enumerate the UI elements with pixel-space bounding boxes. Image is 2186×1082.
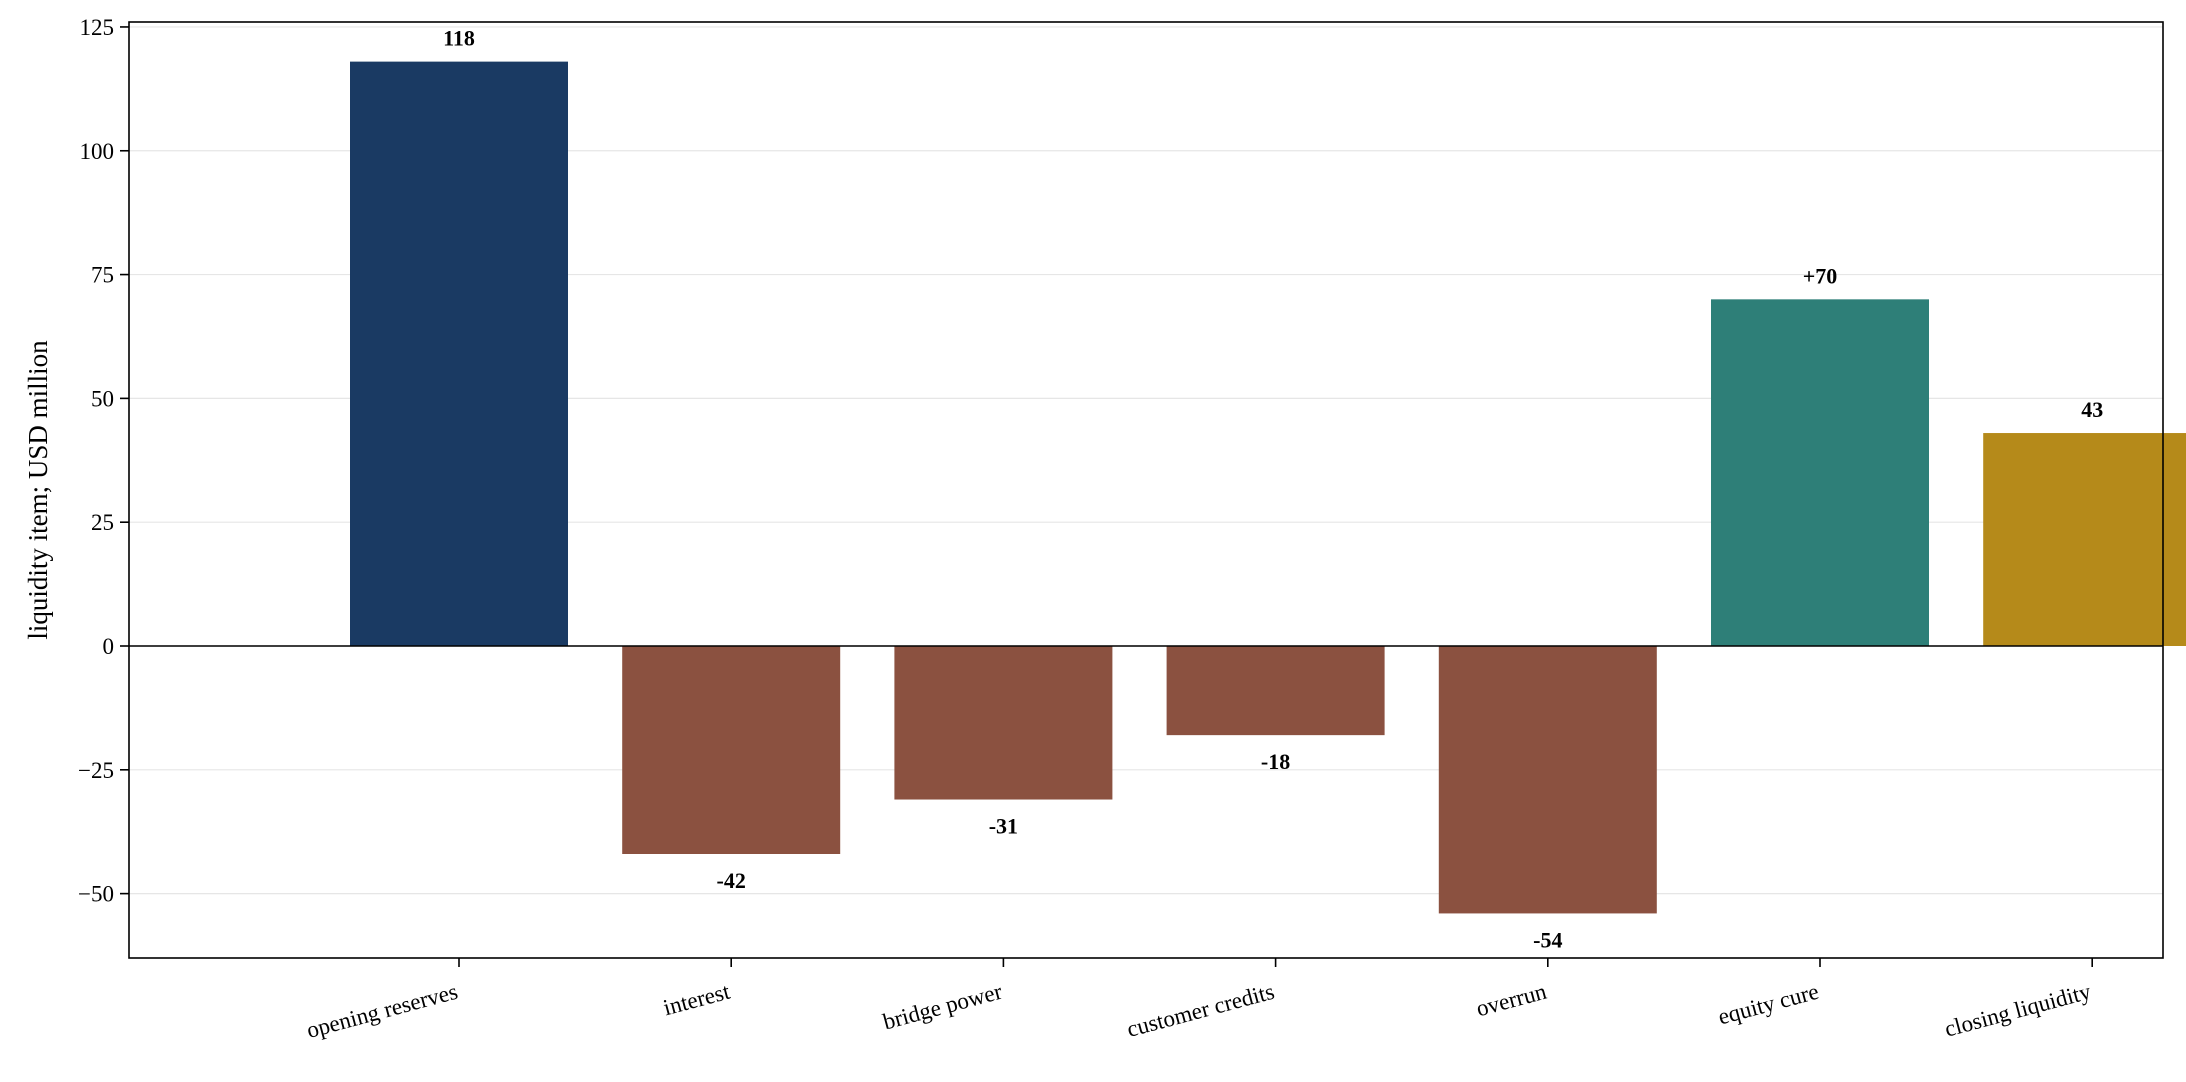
plot-frame [128,21,2164,959]
data-label: 118 [443,26,475,51]
y-axis: −50 −25 0 25 50 75 100 125 [78,15,129,907]
y-axis-title: liquidity item; USD million [23,340,53,640]
y-tick-label: 25 [91,510,114,535]
bar-customer-credits [1166,646,1385,736]
x-tick-label: equity cure [1715,979,1821,1030]
x-tick-label: customer credits [1124,979,1277,1042]
x-tick-label: opening reserves [304,979,460,1043]
bar-closing-liquidity [1983,433,2186,646]
data-label: -42 [717,868,746,893]
y-tick-label: 0 [103,634,115,659]
data-label: 43 [2081,397,2103,422]
data-label: +70 [1803,263,1838,288]
bar-interest [622,646,841,854]
x-tick-label: overrun [1474,979,1550,1022]
bars [350,61,2186,914]
y-tick-label: 50 [91,386,114,411]
data-label: -54 [1533,927,1562,952]
data-labels: 118 -42 -31 -18 -54 +70 43 [443,26,2103,953]
x-tick-label: closing liquidity [1942,979,2094,1042]
x-tick-label: interest [661,979,733,1021]
y-tick-label: 75 [91,263,114,288]
bar-overrun [1438,646,1657,914]
bar-equity-cure [1711,299,1929,646]
data-label: -31 [989,814,1018,839]
y-tick-label: 125 [80,15,115,40]
y-tick-label: 100 [80,139,115,164]
y-tick-label: −25 [78,758,114,783]
data-label: -18 [1261,749,1290,774]
x-tick-label: bridge power [880,979,1005,1035]
bar-bridge-power [894,646,1113,800]
bar-opening-reserves [350,61,568,647]
x-axis: opening reserves interest bridge power cust… [304,958,2094,1043]
y-tick-label: −50 [78,882,114,907]
